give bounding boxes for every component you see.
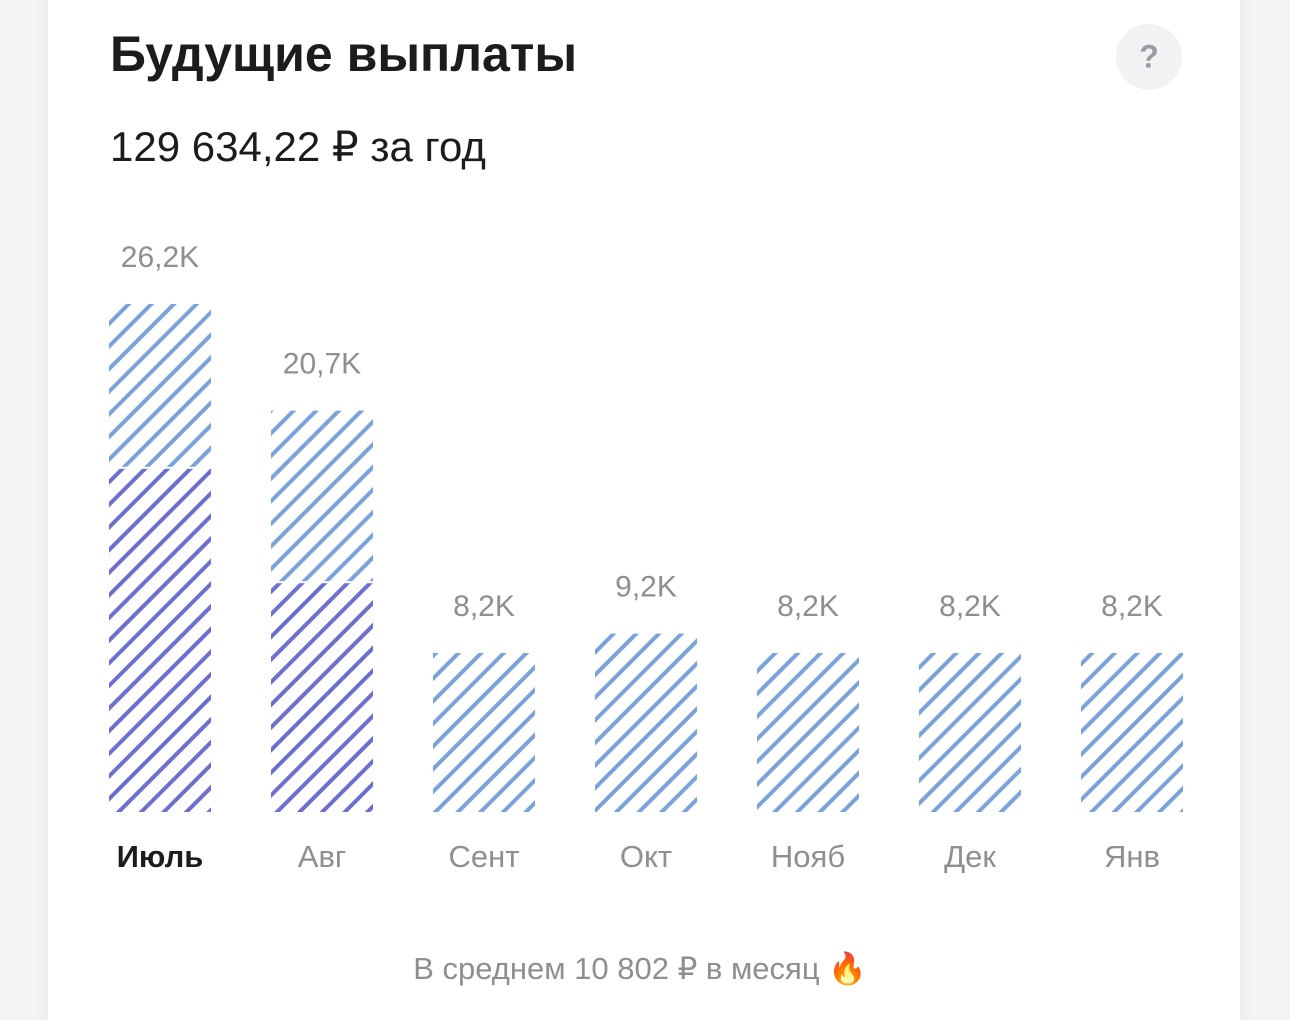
help-circle[interactable] <box>1116 24 1182 90</box>
help-button[interactable]: ? <box>1116 24 1182 90</box>
bar-segment <box>271 583 373 812</box>
value-label: 20,7K <box>283 348 361 381</box>
chart-title: Будущие выплаты <box>110 26 577 82</box>
footer: В среднем 10 802 ₽ в месяц 🔥 <box>413 950 867 986</box>
bar-segment <box>919 653 1021 812</box>
x-tick-label: Окт <box>620 839 672 874</box>
x-tick-label: Янв <box>1104 839 1160 874</box>
value-label: 8,2K <box>939 590 1001 623</box>
bar-segment <box>109 304 211 467</box>
x-tick-label: Авг <box>298 839 346 874</box>
value-label: 9,2K <box>615 571 677 604</box>
value-label: 26,2K <box>121 241 199 274</box>
x-tick-label: Дек <box>944 839 996 874</box>
bar-segment <box>109 468 211 812</box>
x-tick-label: Сент <box>449 839 520 874</box>
help-icon[interactable]: ? <box>1139 38 1159 74</box>
x-tick-label: Июль <box>117 839 204 874</box>
bar-segment <box>1081 653 1183 812</box>
bar-segment <box>757 653 859 812</box>
value-label: 8,2K <box>1101 590 1163 623</box>
value-label: 8,2K <box>453 590 515 623</box>
bar-segment <box>271 410 373 582</box>
x-tick-label: Нояб <box>771 839 845 874</box>
subtitle: 129 634,22 ₽ за год <box>110 123 486 170</box>
value-label: 8,2K <box>777 590 839 623</box>
bar-segment <box>595 633 697 812</box>
bar-segment <box>433 653 535 812</box>
